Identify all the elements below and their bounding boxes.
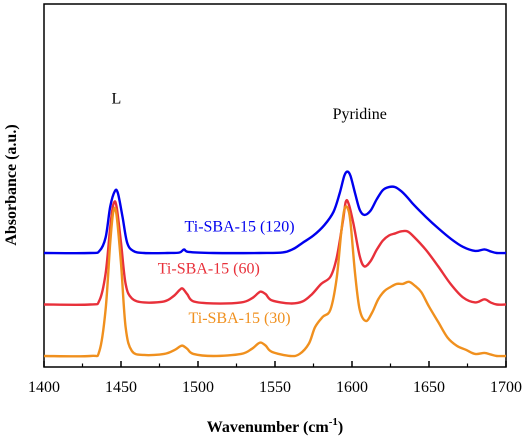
annotation-1: Pyridine — [333, 106, 387, 123]
x-axis-ticks: 1400 1450 1500 1550 1600 1650 1700 — [28, 361, 522, 396]
x-axis-title: Wavenumber (cm-1) — [207, 416, 343, 436]
x-axis-title-superscript: -1 — [329, 416, 338, 428]
x-tick-label-1500: 1500 — [182, 379, 214, 396]
series-line-2 — [43, 205, 507, 358]
series-label-2: Ti-SBA-15 (30) — [189, 310, 291, 327]
annotation-0: L — [111, 91, 121, 108]
x-axis-title-main: Wavenumber (cm — [207, 419, 330, 436]
spectra — [43, 170, 507, 358]
x-tick-label-1550: 1550 — [259, 379, 291, 396]
x-tick-label-1650: 1650 — [413, 379, 445, 396]
x-axis-title-close: ) — [338, 419, 343, 436]
series-label-0: Ti-SBA-15 (120) — [185, 218, 295, 235]
series-label-1: Ti-SBA-15 (60) — [158, 261, 260, 278]
y-axis-title: Absorbance (a.u.) — [3, 124, 20, 245]
x-tick-label-1400: 1400 — [28, 379, 60, 396]
x-tick-label-1450: 1450 — [105, 379, 137, 396]
x-tick-label-1700: 1700 — [490, 379, 522, 396]
labels: Ti-SBA-15 (120) Ti-SBA-15 (60) Ti-SBA-15 (… — [111, 91, 386, 327]
x-tick-label-1600: 1600 — [336, 379, 368, 396]
series-line-1 — [43, 198, 507, 307]
series-line-0 — [43, 170, 507, 255]
